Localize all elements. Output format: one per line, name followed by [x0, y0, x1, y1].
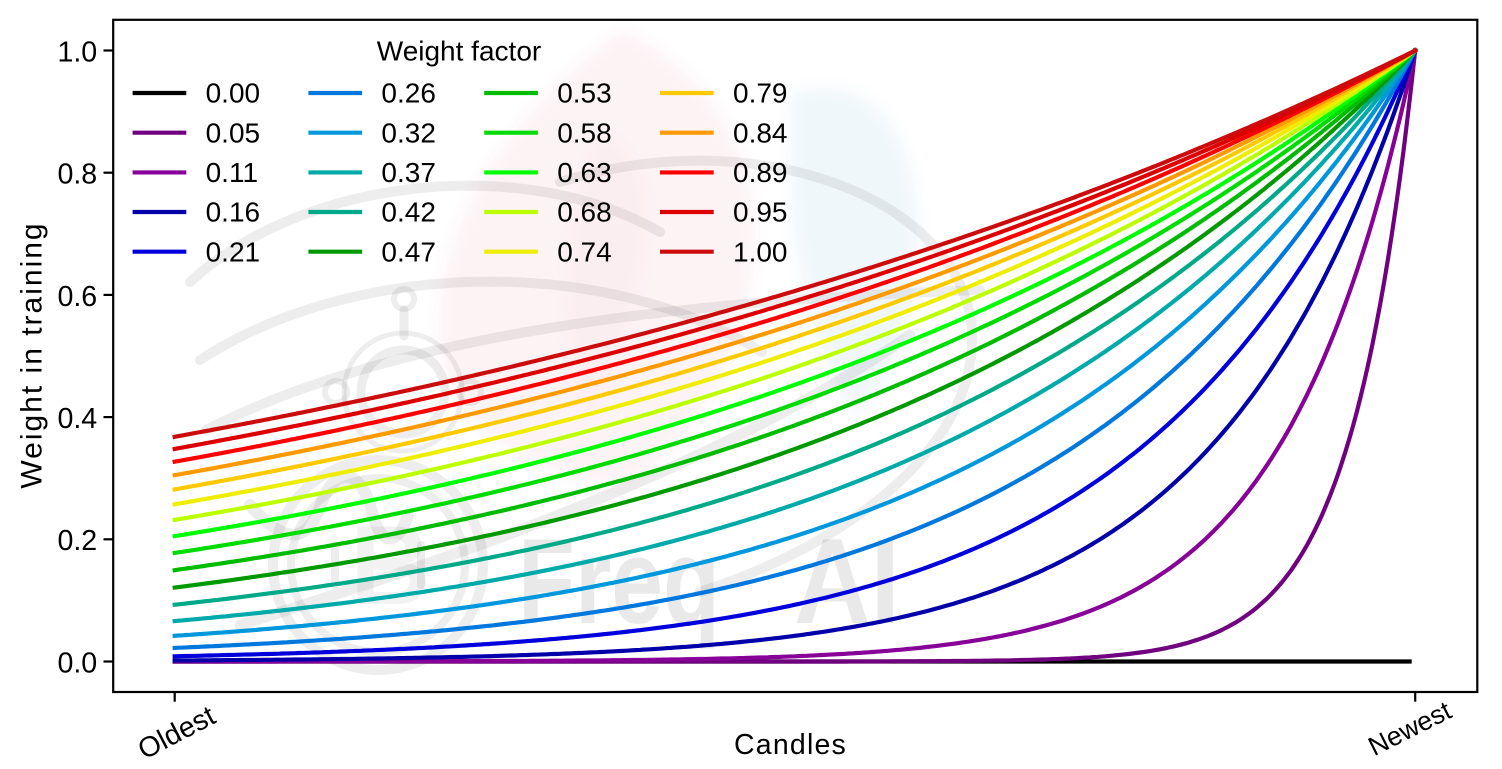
- svg-text:0.4: 0.4: [57, 403, 97, 435]
- svg-text:0.26: 0.26: [381, 78, 436, 109]
- svg-text:Candles: Candles: [734, 729, 847, 761]
- svg-text:0.74: 0.74: [557, 236, 612, 267]
- svg-text:0.58: 0.58: [557, 117, 612, 148]
- svg-text:Weight in training: Weight in training: [16, 221, 49, 488]
- svg-text:0.79: 0.79: [733, 78, 788, 109]
- svg-text:0.00: 0.00: [206, 78, 261, 109]
- svg-text:Weight factor: Weight factor: [377, 36, 541, 67]
- svg-text:0.95: 0.95: [733, 197, 788, 228]
- svg-text:0.2: 0.2: [57, 525, 97, 557]
- svg-text:1.0: 1.0: [57, 36, 97, 68]
- svg-text:0.53: 0.53: [557, 78, 612, 109]
- svg-text:B: B: [350, 503, 431, 628]
- svg-text:0.42: 0.42: [381, 197, 436, 228]
- svg-text:0.37: 0.37: [381, 157, 436, 188]
- svg-text:0.32: 0.32: [381, 117, 436, 148]
- svg-text:0.6: 0.6: [57, 281, 97, 313]
- svg-text:0.05: 0.05: [206, 117, 261, 148]
- svg-text:0.8: 0.8: [57, 159, 97, 191]
- svg-text:0.47: 0.47: [381, 236, 436, 267]
- svg-text:0.89: 0.89: [733, 157, 788, 188]
- svg-text:0.63: 0.63: [557, 157, 612, 188]
- svg-text:0.11: 0.11: [206, 157, 258, 188]
- svg-text:0.84: 0.84: [733, 117, 788, 148]
- svg-text:0.0: 0.0: [57, 647, 97, 679]
- svg-text:1.00: 1.00: [733, 236, 788, 267]
- svg-text:0.21: 0.21: [206, 236, 261, 267]
- svg-text:0.68: 0.68: [557, 197, 612, 228]
- svg-text:0.16: 0.16: [206, 197, 261, 228]
